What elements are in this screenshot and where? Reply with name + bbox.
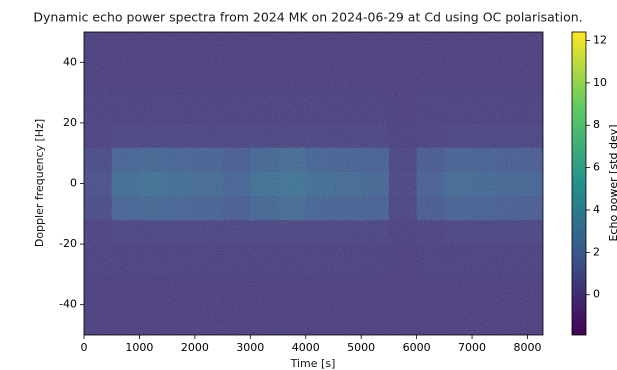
x-tick-label: 5000: [347, 341, 375, 354]
texture: [84, 32, 543, 335]
colorbar-tick-label: 10: [593, 76, 607, 89]
colorbar: [571, 31, 587, 336]
x-tick-label: 1000: [125, 341, 153, 354]
y-tick-label: 20: [63, 116, 77, 129]
colorbar-tick-label: 12: [593, 33, 607, 46]
x-tick-label: 2000: [181, 341, 209, 354]
x-tick-label: 8000: [513, 341, 541, 354]
x-tick-label: 7000: [458, 341, 486, 354]
y-tick-label: -40: [59, 298, 77, 311]
colorbar-tick-label: 6: [593, 161, 600, 174]
colorbar-label: Echo power [std dev]: [607, 124, 617, 241]
x-tick-label: 0: [81, 341, 88, 354]
colorbar-tick-label: 0: [593, 288, 600, 301]
y-axis-label: Doppler frequency [Hz]: [33, 119, 46, 247]
colorbar-tick-label: 8: [593, 118, 600, 131]
colorbar-tick-label: 2: [593, 245, 600, 258]
y-tick-label: -20: [59, 237, 77, 250]
y-tick-label: 0: [70, 177, 77, 190]
chart-title: Dynamic echo power spectra from 2024 MK …: [33, 10, 582, 25]
x-tick-label: 6000: [403, 341, 431, 354]
colorbar-tick-label: 4: [593, 203, 600, 216]
x-tick-label: 3000: [236, 341, 264, 354]
y-tick-label: 40: [63, 55, 77, 68]
x-axis-label: Time [s]: [290, 357, 336, 370]
x-tick-label: 4000: [292, 341, 320, 354]
